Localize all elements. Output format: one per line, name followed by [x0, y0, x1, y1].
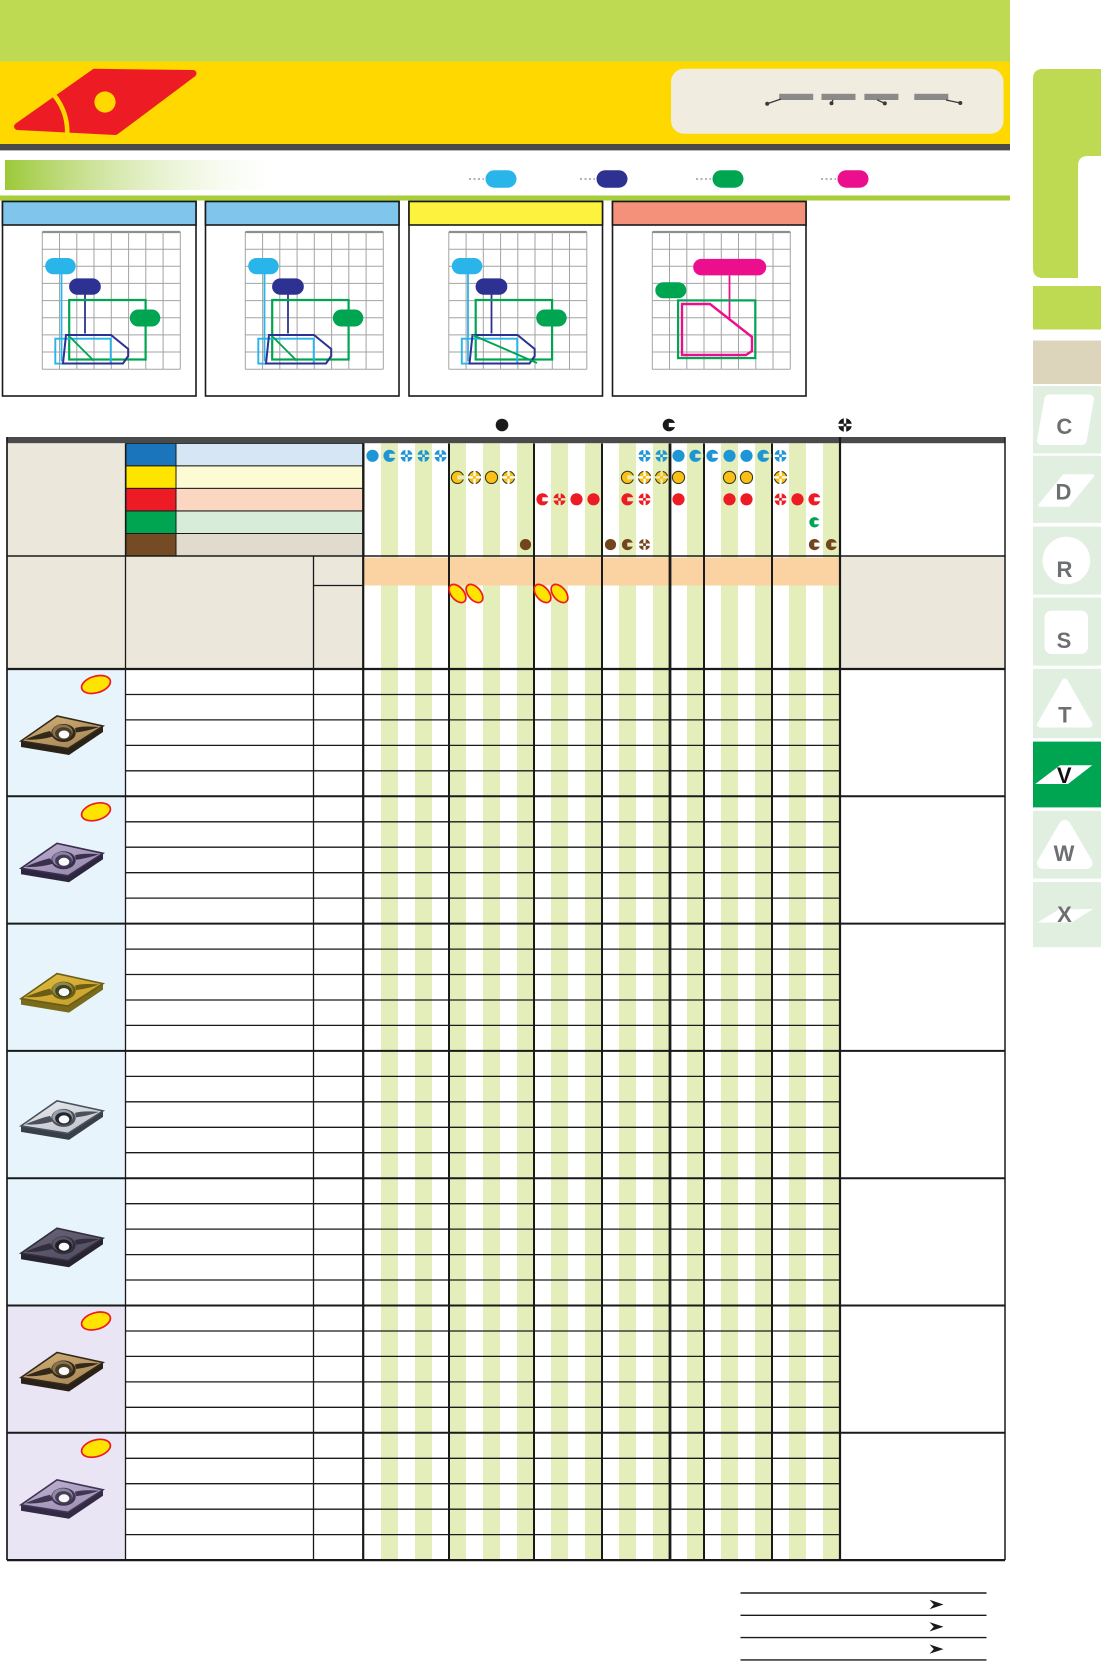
- svg-text:R: R: [1057, 557, 1073, 582]
- svg-text:D: D: [1056, 480, 1072, 505]
- svg-text:C: C: [1056, 414, 1072, 439]
- svg-text:W: W: [1054, 841, 1075, 866]
- svg-text:X: X: [1057, 902, 1072, 927]
- svg-text:T: T: [1058, 703, 1072, 728]
- svg-text:S: S: [1057, 628, 1072, 653]
- svg-text:V: V: [1057, 763, 1072, 788]
